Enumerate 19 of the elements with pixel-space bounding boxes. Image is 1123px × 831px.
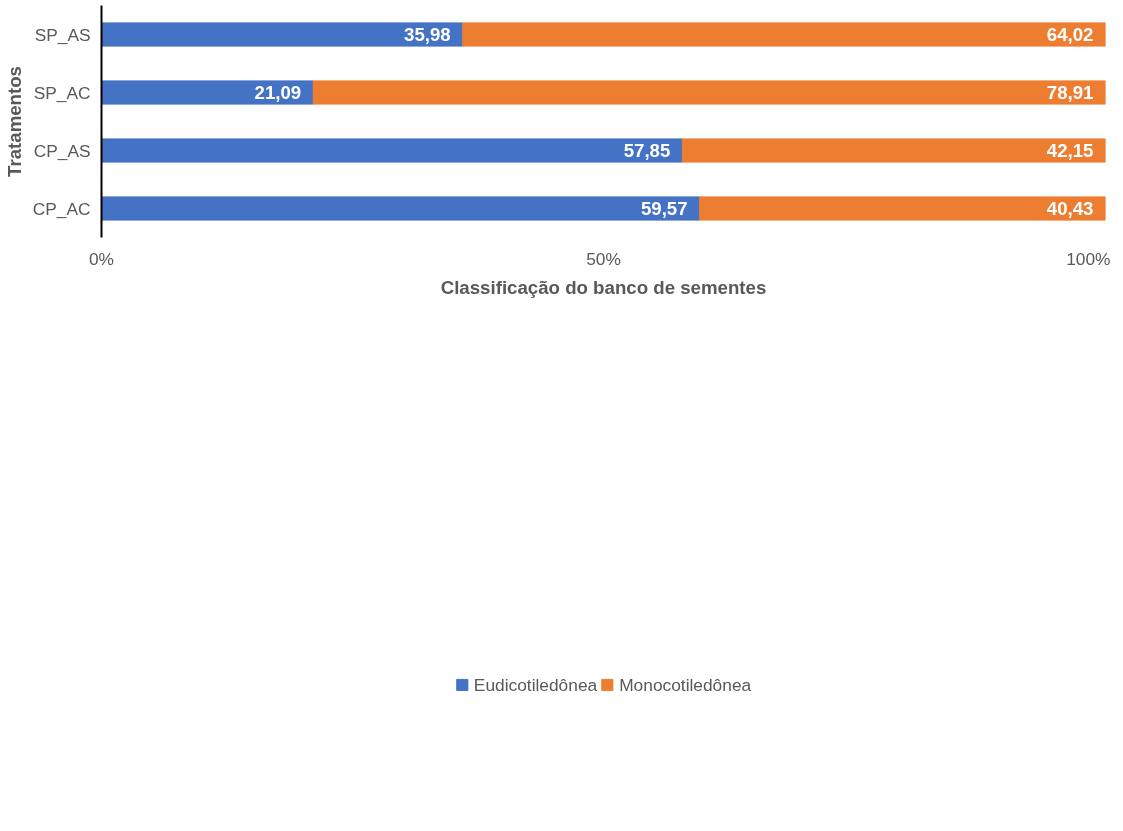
data-label: 78,91 [1046, 82, 1094, 103]
data-label: 59,57 [640, 198, 688, 219]
x-tick-label: 0% [88, 248, 115, 269]
x-tick-label: 50% [586, 248, 621, 269]
y-tick-label: CP_AC [32, 198, 91, 219]
y-tick-label: SP_AC [33, 82, 91, 103]
data-label: 42,15 [1046, 140, 1094, 161]
y-tick-label: CP_AS [33, 140, 91, 161]
data-label: 40,43 [1046, 198, 1094, 219]
data-label: 64,02 [1046, 24, 1094, 45]
legend-label: Eudicotiledônea [473, 674, 598, 696]
y-axis-title: Tratamentos [3, 66, 25, 177]
data-label: 21,09 [254, 82, 302, 103]
x-axis-title: Classificação do banco de sementes [440, 276, 767, 298]
y-tick-label: SP_AS [34, 24, 91, 45]
data-label: 57,85 [623, 140, 671, 161]
data-label: 35,98 [404, 24, 451, 45]
x-tick-label: 100% [1066, 248, 1111, 269]
legend-label: Monocotiledônea [619, 674, 752, 696]
